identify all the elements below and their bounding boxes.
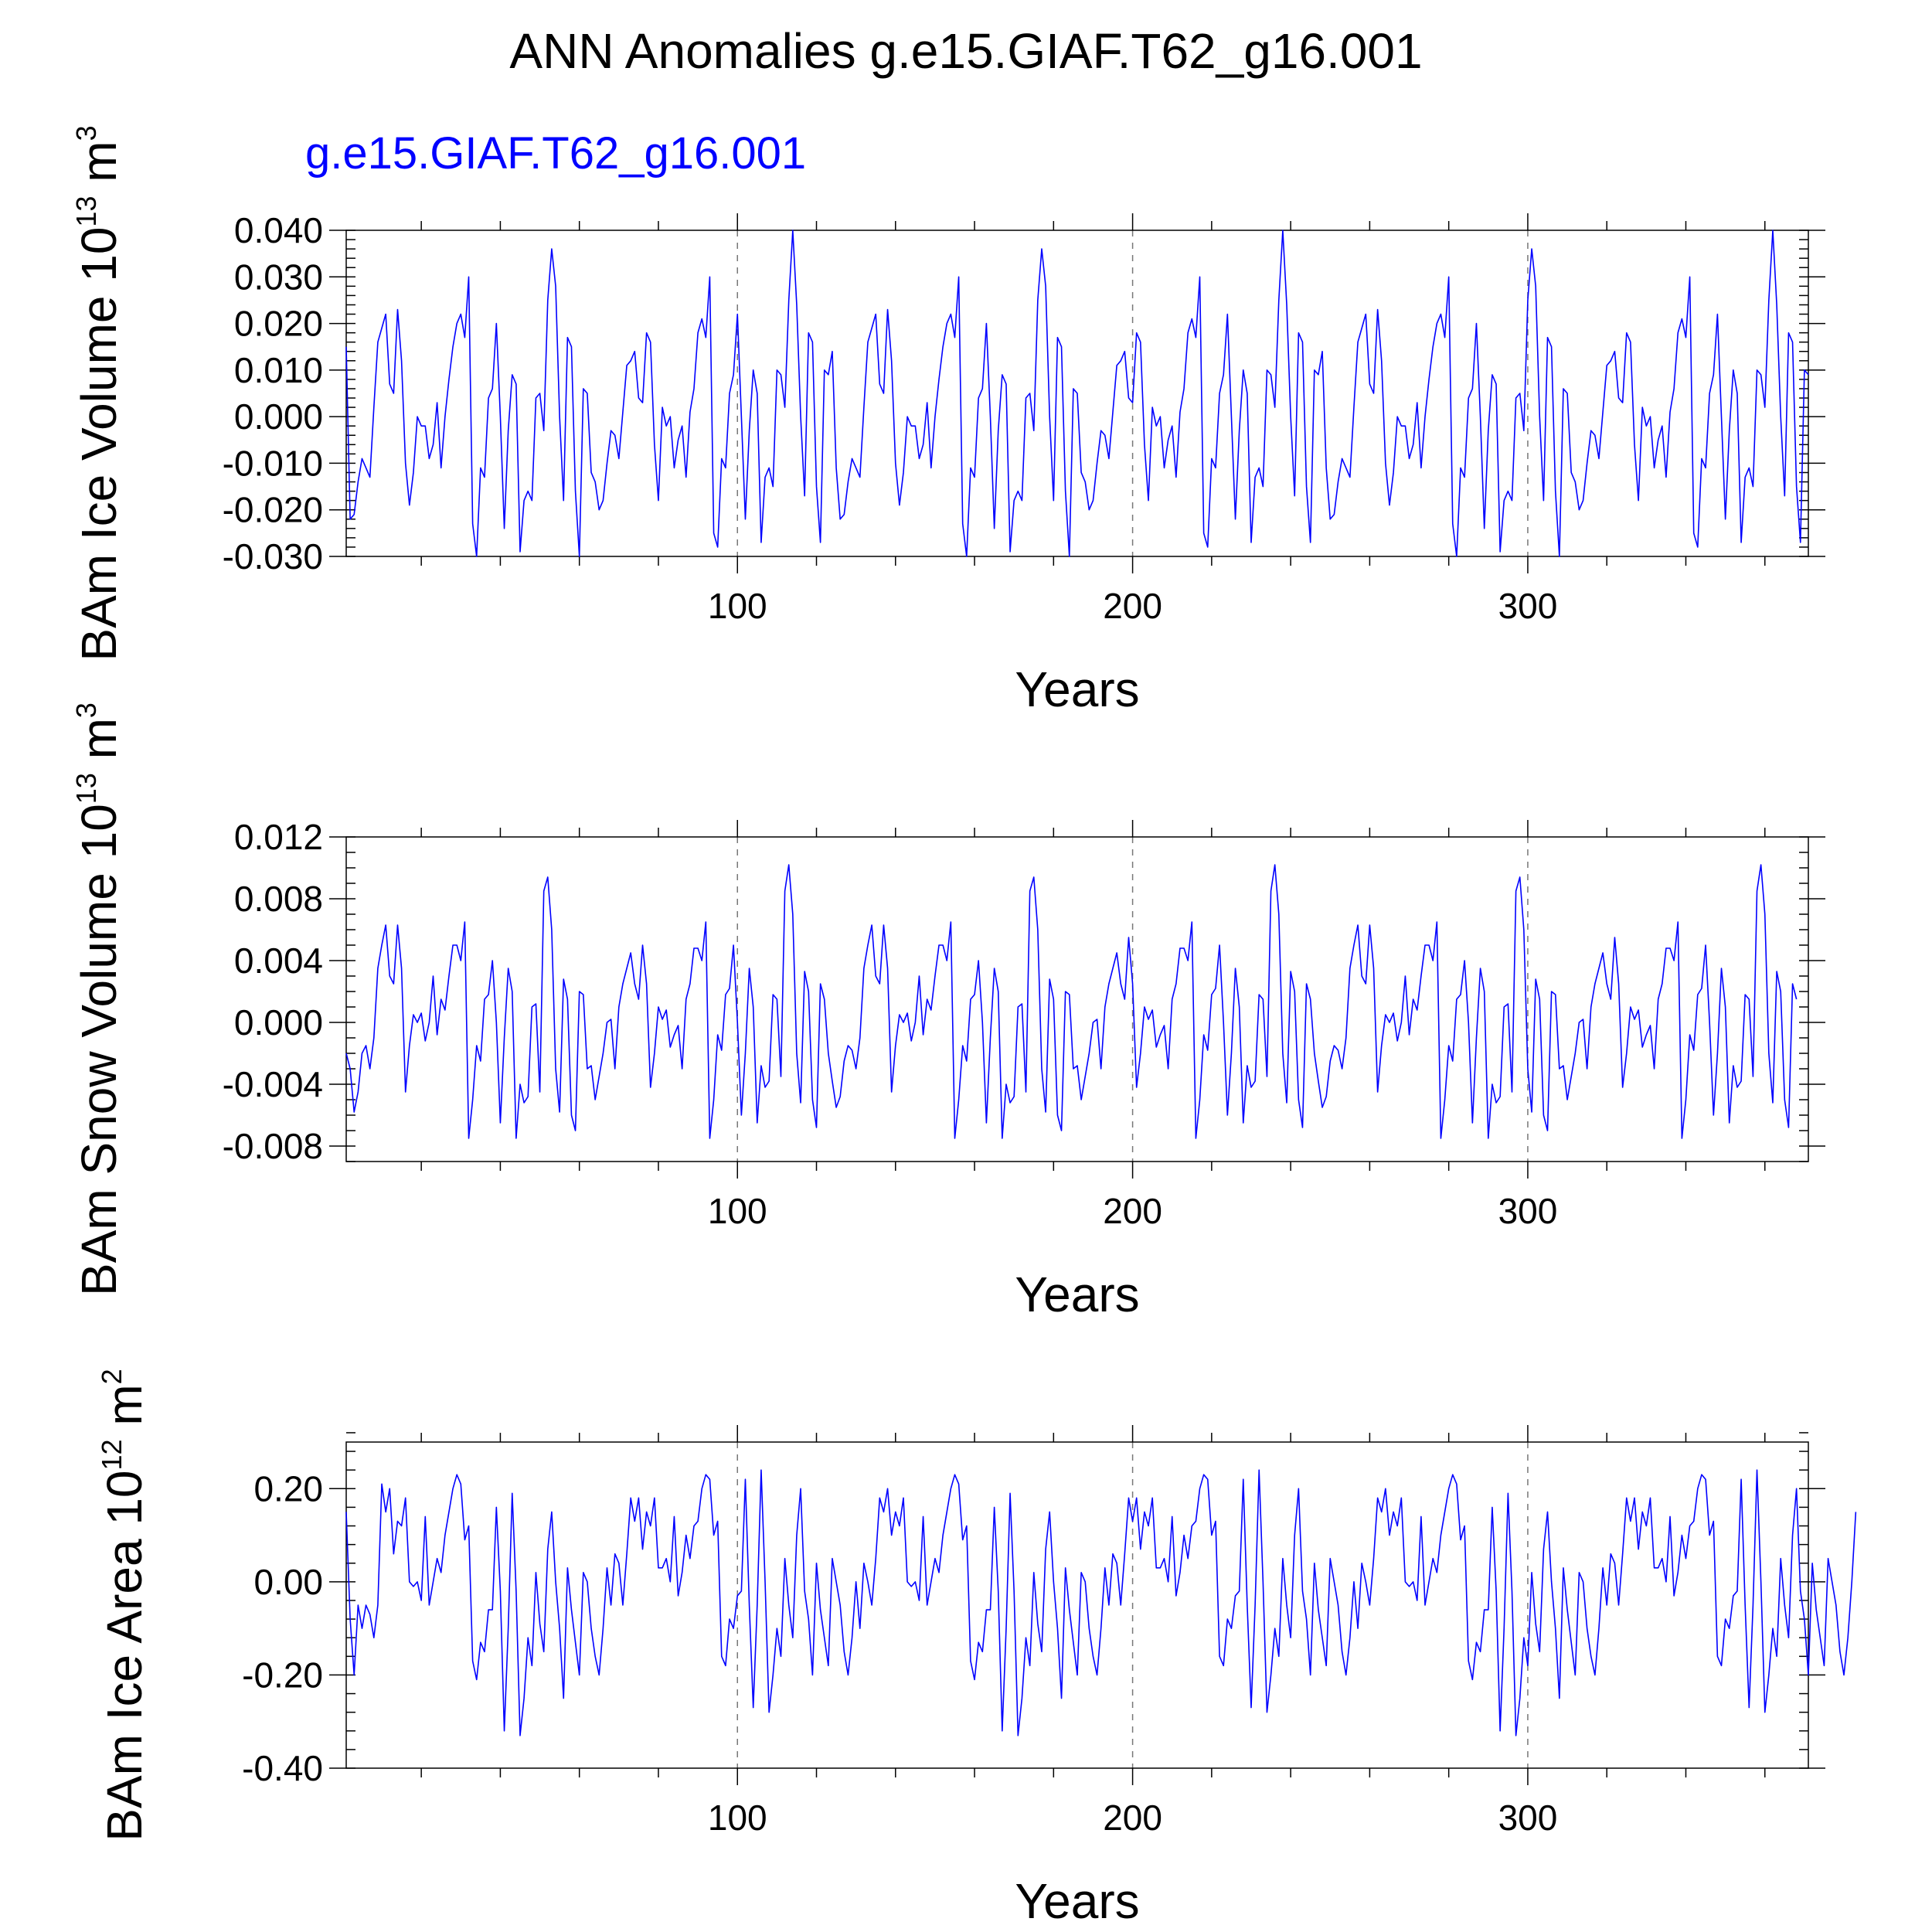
y-axis-title: BAm Snow Volume 1013 m3 <box>70 702 127 1296</box>
series-line-1 <box>345 230 1809 557</box>
y-tick-label: -0.030 <box>223 536 323 577</box>
y-axis-title-unit-exponent: 2 <box>96 1369 128 1384</box>
y-tick-label: -0.010 <box>223 443 323 483</box>
y-axis-title-unit: 10 <box>97 1470 152 1525</box>
y-tick-label: -0.004 <box>223 1064 323 1104</box>
series-line-1 <box>345 864 1798 1139</box>
x-tick-label: 200 <box>1103 1798 1162 1838</box>
y-tick-label: -0.20 <box>242 1655 323 1695</box>
x-axis-title: Years <box>1015 1267 1139 1322</box>
y-axis-title-unit: 10 <box>71 804 127 859</box>
y-axis-title-name: BAm Snow Volume <box>71 859 127 1296</box>
y-axis-title-unit: 10 <box>71 227 127 282</box>
y-tick-label: 0.020 <box>234 304 323 344</box>
plot-frame <box>345 1441 1809 1769</box>
case-label: g.e15.GIAF.T62_g16.001 <box>305 128 806 179</box>
panel-3: 100 200 300 -0.40 -0.20 0.00 0.20 Years BAm Ice … <box>96 1369 1857 1929</box>
plot-frame <box>345 230 1809 557</box>
y-axis-title-unit-tail: m <box>71 141 127 196</box>
y-axis-title-name: BAm Ice Volume <box>71 282 127 662</box>
x-tick-label: 200 <box>1103 1191 1162 1231</box>
y-tick-label: 0.00 <box>253 1562 323 1602</box>
y-axis-title: BAm Ice Volume 1013 m3 <box>70 125 127 661</box>
y-tick-label: 0.20 <box>253 1468 323 1509</box>
y-tick-label: 0.008 <box>234 879 323 919</box>
main-title: ANN Anomalies g.e15.GIAF.T62_g16.001 <box>509 23 1422 79</box>
x-tick-label: 100 <box>708 586 767 626</box>
y-axis-title-exponent: 12 <box>96 1439 128 1470</box>
x-axis-title: Years <box>1015 1873 1139 1929</box>
y-axis-title-unit-tail: m <box>97 1384 152 1439</box>
panel-1: 100 200 300 -0.030 -0.020 -0.010 0.000 0.010 0.0… <box>70 125 1825 717</box>
y-axis-title-unit-tail: m <box>71 718 127 773</box>
y-axis-title: BAm Ice Area 1012 m2 <box>96 1369 152 1841</box>
y-tick-label: 0.030 <box>234 257 323 297</box>
x-axis-title: Years <box>1015 662 1139 717</box>
plot-frame <box>345 836 1809 1162</box>
y-tick-label: -0.40 <box>242 1748 323 1788</box>
panels: 100 200 300 -0.030 -0.020 -0.010 0.000 0.010 0.0… <box>70 125 1857 1929</box>
x-tick-label: 100 <box>708 1798 767 1838</box>
x-tick-label: 300 <box>1498 586 1558 626</box>
y-tick-label: 0.000 <box>234 1002 323 1043</box>
x-tick-label: 200 <box>1103 586 1162 626</box>
x-tick-label: 300 <box>1498 1798 1558 1838</box>
y-tick-label: -0.020 <box>223 490 323 530</box>
y-tick-label: 0.040 <box>234 210 323 250</box>
y-axis-title-exponent: 13 <box>70 773 102 804</box>
series-line-1 <box>345 1469 1857 1736</box>
panel-2: 100 200 300 -0.008 -0.004 0.000 0.004 0.008 0.01… <box>70 702 1825 1322</box>
y-tick-label: 0.012 <box>234 817 323 857</box>
y-axis-title-exponent: 13 <box>70 196 102 227</box>
y-tick-label: -0.008 <box>223 1126 323 1166</box>
x-tick-label: 100 <box>708 1191 767 1231</box>
y-axis-title-name: BAm Ice Area <box>97 1526 152 1842</box>
y-axis-title-unit-exponent: 3 <box>70 702 102 718</box>
y-tick-label: 0.010 <box>234 350 323 390</box>
y-tick-label: 0.000 <box>234 396 323 437</box>
x-tick-label: 300 <box>1498 1191 1558 1231</box>
y-axis-title-unit-exponent: 3 <box>70 125 102 141</box>
y-tick-label: 0.004 <box>234 940 323 981</box>
